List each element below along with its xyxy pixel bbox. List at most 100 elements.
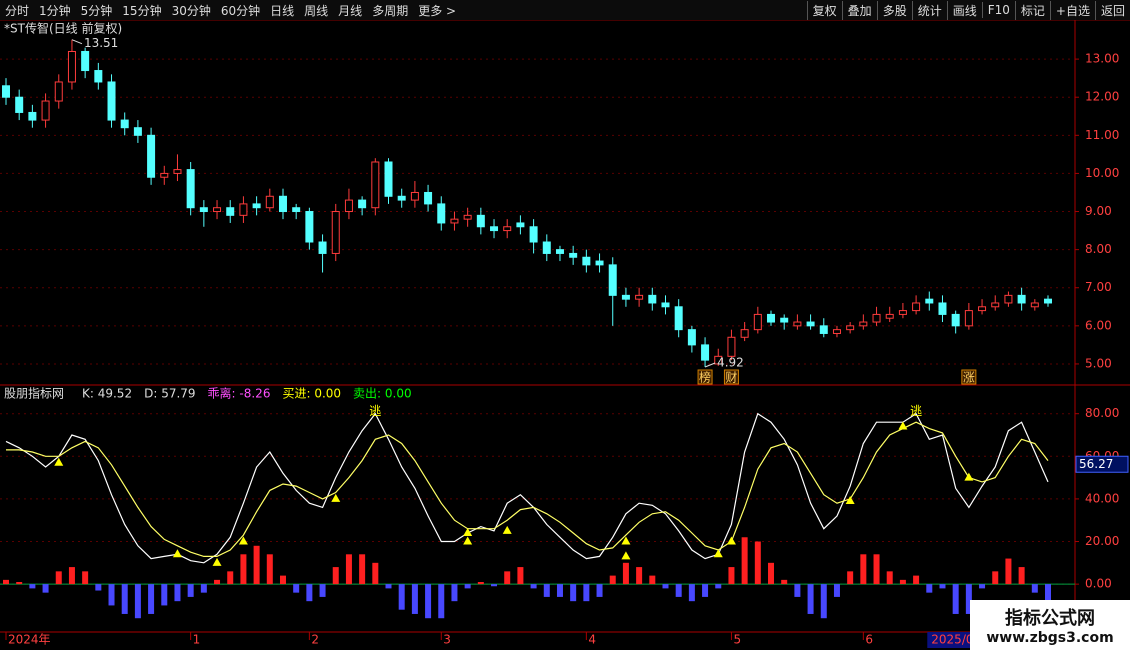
tool-button[interactable]: 多股 <box>876 0 912 20</box>
tool-button[interactable]: F10 <box>981 2 1015 18</box>
candle-body <box>331 211 340 254</box>
candle-body <box>608 264 617 296</box>
candle-body <box>740 329 749 338</box>
histogram-bar <box>556 584 563 597</box>
candle-body <box>15 96 24 113</box>
histogram-bar <box>570 584 577 602</box>
y-tick-label: 9.00 <box>1085 204 1112 218</box>
candle-body <box>384 161 393 197</box>
buy-signal <box>621 551 631 560</box>
candle-body <box>120 119 129 129</box>
period-tab[interactable]: 15分钟 <box>122 3 162 18</box>
watermark-title: 指标公式网 <box>1005 608 1095 629</box>
histogram-bar <box>992 571 999 585</box>
histogram-bar <box>609 575 616 585</box>
period-tab[interactable]: 60分钟 <box>220 3 261 18</box>
x-highlight <box>927 632 974 648</box>
period-tab[interactable]: 分时 <box>5 3 30 18</box>
tool-button[interactable]: +自选 <box>1049 0 1095 20</box>
period-tab[interactable]: 1分钟 <box>39 3 71 18</box>
period-tab[interactable]: 多周期 <box>372 3 409 18</box>
candle-body <box>358 199 367 209</box>
y-tick-label: 13.00 <box>1085 52 1119 66</box>
candle-body <box>344 199 353 213</box>
x-tick-label: 6 <box>865 633 873 647</box>
histogram-bar <box>688 584 695 602</box>
period-tab[interactable]: 更多 > <box>418 3 457 18</box>
buy-signal <box>898 421 908 430</box>
legend-entry: K: 49.52 <box>82 387 132 401</box>
candle-body <box>94 70 103 83</box>
candle-body <box>410 191 419 201</box>
y-tick-label: 20.00 <box>1085 534 1119 548</box>
current-value-box <box>1075 455 1129 473</box>
y-tick-label: 6.00 <box>1085 318 1112 332</box>
histogram-bar <box>121 584 128 614</box>
tool-button[interactable]: 叠加 <box>841 0 877 20</box>
y-tick-label: 7.00 <box>1085 280 1112 294</box>
candle-body <box>278 195 287 213</box>
buy-signal <box>212 557 222 566</box>
candle-body <box>516 222 525 228</box>
histogram-bar <box>240 554 247 585</box>
candle-body <box>978 306 987 312</box>
histogram-bar <box>675 584 682 597</box>
candle-body <box>898 310 907 315</box>
histogram-bar <box>187 584 194 597</box>
tool-button[interactable]: 标记 <box>1014 0 1050 20</box>
badge-label: 财 <box>725 371 737 385</box>
y-tick-label: 11.00 <box>1085 128 1119 142</box>
tool-button[interactable]: 画线 <box>946 0 982 20</box>
candle-body <box>714 355 723 365</box>
candle-body <box>687 329 696 346</box>
toolbar: 分时 1分钟 5分钟 15分钟 30分钟 60分钟 日线 周线 月线 多周期 更多 > 复权 叠加 多股统… <box>0 0 1130 21</box>
histogram-bar <box>174 584 181 602</box>
candle-body <box>621 294 630 300</box>
candle-body <box>2 85 10 98</box>
histogram-bar <box>359 554 366 585</box>
candle-body <box>292 207 301 213</box>
histogram-bar <box>279 575 286 585</box>
tool-button[interactable]: 复权 <box>806 0 842 20</box>
buy-signal <box>172 549 182 558</box>
candle-body <box>846 325 855 331</box>
x-tick-label: 2 <box>311 633 319 647</box>
y-tick-label: 80.00 <box>1085 406 1119 420</box>
candle-body <box>661 302 670 308</box>
candle-body <box>265 195 274 209</box>
histogram-bar <box>306 584 313 602</box>
histogram-bar <box>517 567 524 585</box>
candle-body <box>437 203 446 224</box>
buy-signal <box>463 528 473 536</box>
histogram-bar <box>55 571 62 585</box>
period-tab[interactable]: 日线 <box>270 3 295 18</box>
candle-body <box>160 172 169 178</box>
candle-body <box>951 313 960 327</box>
histogram-bar <box>491 584 498 587</box>
tool-button[interactable]: 统计 <box>911 0 947 20</box>
histogram-bar <box>3 579 9 585</box>
histogram-bar <box>266 554 273 585</box>
histogram-bar <box>728 567 735 585</box>
candle-body <box>753 313 762 331</box>
candle-body <box>727 336 736 357</box>
period-tab[interactable]: 30分钟 <box>171 3 211 18</box>
candle-body <box>925 298 934 304</box>
y-tick-label: 10.00 <box>1085 166 1119 180</box>
histogram-bar <box>965 584 972 614</box>
histogram-bar <box>913 575 920 585</box>
histogram-bar <box>161 584 168 606</box>
histogram-bar <box>398 584 405 610</box>
tool-button[interactable]: 返回 <box>1094 0 1130 20</box>
candle-body <box>476 214 485 228</box>
histogram-bar <box>214 579 221 585</box>
legend-entry: 卖出: 0.00 <box>353 387 412 401</box>
candle-body <box>1004 294 1013 304</box>
histogram-bar <box>543 584 550 597</box>
histogram-bar <box>134 584 141 619</box>
period-tab[interactable]: 周线 <box>304 3 329 18</box>
candle-body <box>463 214 472 220</box>
buy-signal <box>726 536 736 545</box>
period-tab[interactable]: 月线 <box>338 3 363 18</box>
period-tab[interactable]: 5分钟 <box>80 3 113 18</box>
